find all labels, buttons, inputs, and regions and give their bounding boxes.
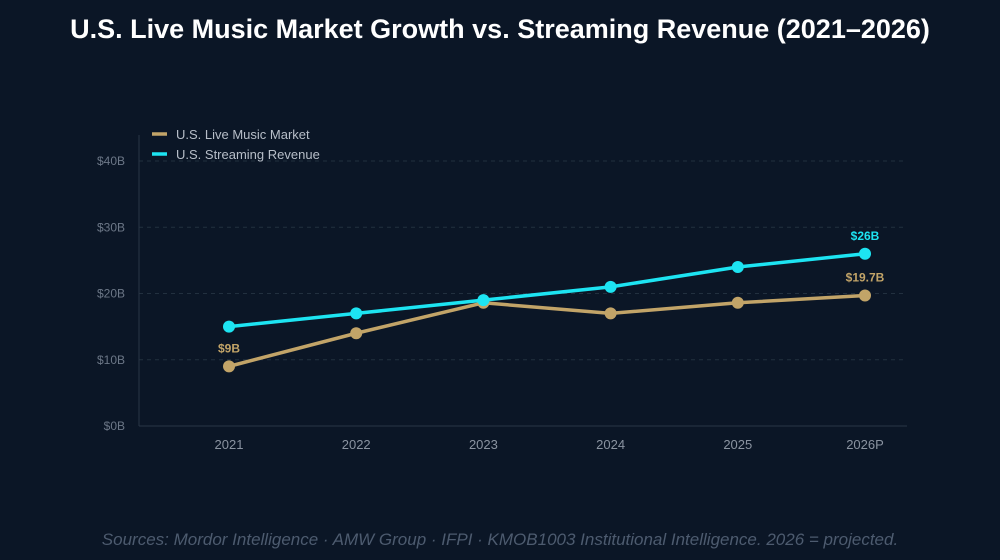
x-tick-label: 2022	[342, 437, 371, 452]
streaming-point	[731, 261, 744, 273]
streaming-point	[223, 320, 235, 333]
live-music-data-label: $19.7B	[846, 270, 885, 284]
streaming-point	[477, 294, 490, 307]
streaming-line	[228, 252, 866, 329]
y-tick-label: $20B	[97, 287, 125, 301]
y-tick-label: $40B	[97, 154, 125, 168]
legend-label-streaming: U.S. Streaming Revenue	[176, 147, 320, 162]
x-tick-label: 2024	[596, 437, 625, 452]
x-tick-label: 2023	[469, 437, 498, 452]
live-music-data-label: $9B	[218, 341, 240, 355]
live-music-point	[604, 307, 617, 320]
live-music-point	[350, 327, 363, 340]
x-tick-label: 2021	[215, 437, 244, 452]
live-music-point	[223, 360, 235, 373]
source-note: Sources: Mordor Intelligence · AMW Group…	[101, 530, 899, 549]
y-tick-label: $0B	[104, 419, 125, 433]
streaming-point	[604, 280, 617, 293]
y-tick-label: $10B	[97, 353, 125, 367]
streaming-point	[859, 247, 871, 260]
live-music-line	[228, 293, 866, 369]
live-music-point	[859, 289, 871, 302]
legend-label-live-music: U.S. Live Music Market	[176, 127, 310, 142]
streaming-point	[350, 307, 363, 320]
live-music-point	[731, 296, 744, 309]
x-tick-label: 2026P	[846, 437, 884, 452]
streaming-data-label: $26B	[851, 229, 880, 243]
y-tick-label: $30B	[97, 220, 125, 234]
x-tick-label: 2025	[723, 437, 752, 452]
chart-title: U.S. Live Music Market Growth vs. Stream…	[70, 14, 930, 44]
